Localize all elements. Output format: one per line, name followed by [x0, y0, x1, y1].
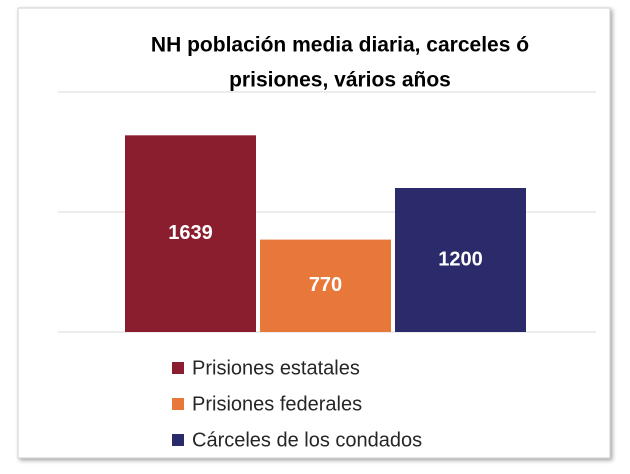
- bar: [125, 135, 256, 332]
- legend-label: Cárceles de los condados: [192, 429, 422, 451]
- legend-swatch: [172, 362, 184, 374]
- legend-swatch: [172, 434, 184, 446]
- data-label: 1200: [438, 248, 483, 270]
- bar: [395, 188, 526, 332]
- legend-label: Prisiones estatales: [192, 357, 360, 379]
- bar: [260, 239, 391, 332]
- legend-swatch: [172, 398, 184, 410]
- chart-title: NH población media diaria, carceles ó: [151, 34, 529, 57]
- data-label: 1639: [168, 222, 213, 244]
- data-label: 770: [309, 274, 342, 296]
- chart-title: prisiones, vários años: [229, 69, 451, 92]
- legend-label: Prisiones federales: [192, 393, 362, 415]
